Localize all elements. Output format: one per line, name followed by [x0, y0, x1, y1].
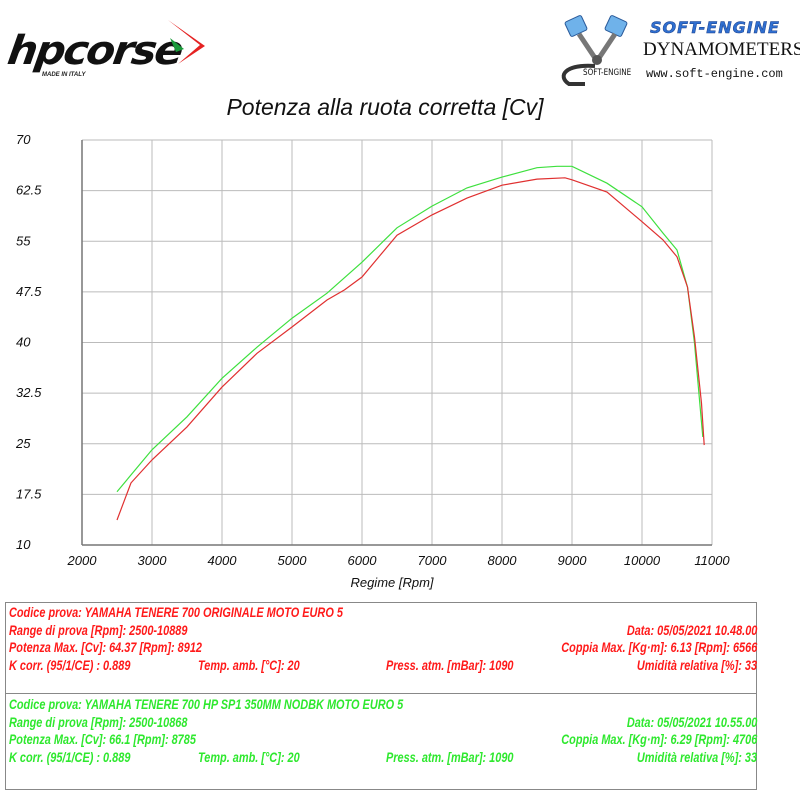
test-code: Codice prova: YAMAHA TENERE 700 ORIGINAL… [9, 604, 343, 620]
softengine-url: www.soft-engine.com [646, 67, 783, 81]
x-tick-label: 7000 [418, 553, 448, 568]
test-range: Range di prova [Rpm]: 2500-10868 [9, 713, 188, 730]
atmospheric-pressure: Press. atm. [mBar]: 1090 [386, 656, 514, 673]
ambient-temperature: Temp. amb. [°C]: 20 [198, 748, 300, 765]
x-tick-label: 4000 [208, 553, 238, 568]
x-tick-label: 2000 [67, 553, 98, 568]
y-tick-label: 40 [16, 335, 31, 350]
power-curve-series [116, 165, 704, 493]
y-tick-label: 70 [16, 132, 31, 147]
hpcorse-tagline: MADE IN ITALY [42, 72, 86, 78]
softengine-pistons-icon [561, 15, 628, 86]
chart-title: Potenza alla ruota corretta [Cv] [226, 94, 544, 120]
x-tick-label: 10000 [624, 553, 661, 568]
relative-humidity: Umidità relativa [%]: 33 [636, 656, 757, 673]
x-tick-label: 8000 [488, 553, 518, 568]
ambient-temperature: Temp. amb. [°C]: 20 [198, 656, 300, 673]
x-tick-label: 11000 [694, 553, 730, 568]
test-info-hp [5, 693, 757, 790]
y-tick-label: 55 [16, 233, 31, 248]
x-tick-label: 9000 [558, 553, 588, 568]
x-axis-label: Regime [Rpm] [350, 575, 433, 590]
power-curve-series [116, 177, 705, 521]
test-range: Range di prova [Rpm]: 2500-10889 [9, 621, 188, 638]
x-tick-label: 5000 [278, 553, 308, 568]
softengine-brand: SOFT-ENGINE [583, 68, 632, 78]
max-torque: Coppia Max. [Kg·m]: 6.29 [Rpm]: 4706 [561, 731, 757, 747]
hpcorse-chevron-icon [168, 20, 205, 64]
x-tick-label: 3000 [138, 553, 168, 568]
softengine-subtitle: DYNAMOMETERS [643, 39, 800, 60]
y-tick-label: 62.5 [16, 183, 42, 198]
y-tick-label: 17.5 [16, 486, 42, 501]
correction-factor: K corr. (95/1/CE) : 0.889 [9, 748, 131, 765]
relative-humidity: Umidità relativa [%]: 33 [636, 748, 757, 765]
test-date: Data: 05/05/2021 10.48.00 [626, 621, 757, 638]
y-tick-label: 25 [15, 436, 31, 451]
power-chart: 2000 3000 4000 5000 6000 7000 8000 9000 10000 110… [15, 132, 730, 590]
max-power: Potenza Max. [Cv]: 66.1 [Rpm]: 8785 [9, 731, 196, 747]
correction-factor: K corr. (95/1/CE) : 0.889 [9, 656, 131, 673]
y-tick-label: 10 [16, 537, 31, 552]
atmospheric-pressure: Press. atm. [mBar]: 1090 [386, 748, 514, 765]
test-code: Codice prova: YAMAHA TENERE 700 HP SP1 3… [9, 696, 404, 712]
max-power: Potenza Max. [Cv]: 64.37 [Rpm]: 8912 [9, 639, 202, 655]
y-tick-label: 32.5 [16, 385, 42, 400]
max-torque: Coppia Max. [Kg·m]: 6.13 [Rpm]: 6566 [561, 639, 757, 655]
test-date: Data: 05/05/2021 10.55.00 [626, 713, 757, 730]
x-tick-label: 6000 [348, 553, 378, 568]
softengine-title: SOFT-ENGINE [650, 18, 780, 38]
y-tick-label: 47.5 [16, 284, 42, 299]
test-info-original [5, 602, 757, 694]
